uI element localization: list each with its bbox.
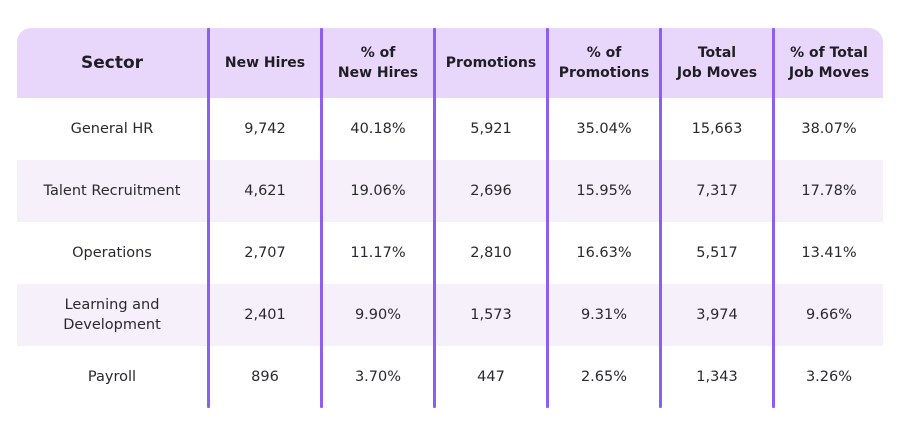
- column-header-total-moves: Total Job Moves: [676, 45, 758, 81]
- cell-pct-promotions: 35.04%: [576, 121, 632, 137]
- job-moves-table: Sector New Hires % of New Hires Promotions%…: [17, 28, 883, 408]
- table-header-background: [17, 28, 883, 98]
- cell-pct-total-moves: 9.66%: [805, 307, 853, 323]
- column-header-promotions: Promotions: [445, 55, 537, 71]
- cell-total-moves: 7,317: [696, 183, 738, 199]
- column-divider: [320, 28, 323, 408]
- cell-pct-total-moves: 13.41%: [801, 245, 857, 261]
- cell-pct-promotions: 16.63%: [576, 245, 632, 261]
- cell-new-hires: 2,401: [244, 307, 286, 323]
- column-divider: [659, 28, 662, 408]
- cell-total-moves: 1,343: [696, 369, 738, 385]
- cell-sector: Learning and Development: [63, 297, 161, 333]
- cell-promotions: 2,696: [470, 183, 512, 199]
- column-divider: [433, 28, 436, 408]
- cell-pct-new-hires: 3.70%: [354, 369, 402, 385]
- cell-sector: General HR: [70, 121, 154, 137]
- cell-pct-new-hires: 9.90%: [354, 307, 402, 323]
- cell-pct-promotions: 2.65%: [580, 369, 628, 385]
- cell-pct-total-moves: 38.07%: [801, 121, 857, 137]
- cell-sector: Operations: [72, 245, 152, 261]
- column-header-sector: Sector: [80, 53, 144, 73]
- column-header-pct-new-hires: % of New Hires: [337, 45, 419, 81]
- cell-promotions: 2,810: [470, 245, 512, 261]
- column-header-pct-total-moves: % of Total Job Moves: [788, 45, 870, 81]
- cell-pct-new-hires: 19.06%: [350, 183, 406, 199]
- column-header-pct-promotions: % of Promotions: [558, 45, 650, 81]
- cell-promotions: 1,573: [470, 307, 512, 323]
- column-divider: [546, 28, 549, 408]
- cell-pct-new-hires: 40.18%: [350, 121, 406, 137]
- cell-promotions: 5,921: [470, 121, 512, 137]
- cell-sector: Talent Recruitment: [43, 183, 181, 199]
- cell-pct-promotions: 15.95%: [576, 183, 632, 199]
- cell-total-moves: 5,517: [696, 245, 738, 261]
- column-divider: [207, 28, 210, 408]
- cell-pct-promotions: 9.31%: [580, 307, 628, 323]
- cell-pct-new-hires: 11.17%: [350, 245, 406, 261]
- cell-total-moves: 3,974: [696, 307, 738, 323]
- column-header-new-hires: New Hires: [224, 55, 306, 71]
- cell-pct-total-moves: 17.78%: [801, 183, 857, 199]
- cell-new-hires: 4,621: [244, 183, 286, 199]
- cell-total-moves: 15,663: [691, 121, 743, 137]
- cell-new-hires: 9,742: [244, 121, 286, 137]
- cell-pct-total-moves: 3.26%: [805, 369, 853, 385]
- column-divider: [772, 28, 775, 408]
- row-band: [17, 160, 883, 222]
- cell-new-hires: 896: [251, 369, 279, 385]
- cell-promotions: 447: [477, 369, 505, 385]
- cell-sector: Payroll: [87, 369, 137, 385]
- cell-new-hires: 2,707: [244, 245, 286, 261]
- row-band: [17, 284, 883, 346]
